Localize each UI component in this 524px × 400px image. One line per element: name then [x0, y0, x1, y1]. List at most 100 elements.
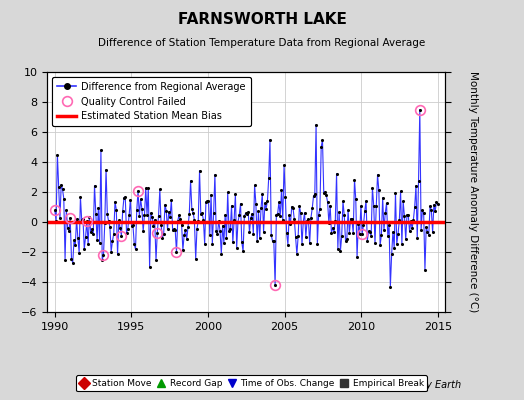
Point	[367, 233, 375, 239]
Point	[433, 201, 442, 207]
Point	[81, 234, 90, 240]
Point	[173, 218, 182, 224]
Point	[280, 162, 288, 168]
Point	[125, 212, 133, 218]
Legend: Station Move, Record Gap, Time of Obs. Change, Empirical Break: Station Move, Record Gap, Time of Obs. C…	[76, 375, 427, 392]
Point	[235, 212, 244, 219]
Point	[362, 198, 370, 204]
Point	[421, 267, 429, 273]
Point	[140, 212, 149, 218]
Point	[268, 238, 277, 244]
Point	[205, 232, 214, 238]
Point	[422, 224, 430, 230]
Point	[300, 210, 309, 216]
Point	[271, 282, 279, 288]
Point	[210, 210, 218, 216]
Point	[416, 106, 424, 113]
Point	[322, 192, 331, 198]
Point	[311, 191, 319, 197]
Point	[420, 210, 428, 216]
Point	[138, 206, 146, 212]
Point	[208, 240, 216, 247]
Point	[234, 219, 242, 225]
Point	[108, 238, 117, 244]
Point	[374, 171, 382, 178]
Point	[386, 284, 395, 290]
Point	[101, 220, 109, 226]
Point	[126, 196, 135, 203]
Point	[366, 229, 374, 235]
Point	[163, 226, 172, 232]
Point	[233, 244, 241, 251]
Point	[290, 216, 299, 222]
Point	[152, 257, 160, 264]
Point	[344, 207, 352, 214]
Point	[67, 255, 75, 262]
Point	[398, 240, 406, 247]
Point	[337, 233, 346, 239]
Point	[194, 218, 202, 224]
Point	[406, 228, 414, 235]
Point	[412, 182, 420, 189]
Point	[195, 167, 204, 174]
Point	[270, 238, 278, 244]
Point	[112, 206, 121, 213]
Point	[414, 178, 423, 184]
Point	[213, 231, 222, 237]
Point	[341, 238, 350, 244]
Point	[339, 198, 347, 205]
Point	[395, 217, 403, 224]
Point	[111, 198, 119, 205]
Point	[88, 225, 96, 232]
Point	[245, 229, 254, 236]
Point	[317, 144, 325, 150]
Point	[181, 227, 190, 233]
Point	[346, 215, 355, 222]
Point	[286, 221, 294, 227]
Point	[262, 205, 270, 212]
Point	[252, 200, 260, 207]
Point	[187, 178, 195, 184]
Point	[239, 248, 247, 255]
Point	[335, 209, 343, 215]
Point	[86, 229, 95, 235]
Point	[323, 199, 332, 205]
Point	[135, 213, 144, 219]
Point	[399, 198, 407, 205]
Point	[199, 216, 208, 223]
Point	[132, 246, 140, 252]
Point	[314, 212, 323, 218]
Point	[389, 229, 397, 236]
Point	[303, 217, 311, 224]
Point	[129, 222, 137, 228]
Point	[326, 202, 334, 209]
Point	[250, 182, 259, 188]
Point	[331, 218, 340, 224]
Point	[361, 208, 369, 214]
Point	[204, 197, 213, 204]
Point	[61, 256, 69, 263]
Point	[178, 222, 186, 228]
Point	[249, 230, 257, 237]
Point	[247, 215, 255, 221]
Point	[63, 224, 72, 231]
Point	[289, 205, 297, 211]
Point	[340, 212, 348, 218]
Point	[403, 212, 411, 218]
Point	[325, 220, 333, 226]
Point	[376, 242, 384, 248]
Text: FARNSWORTH LAKE: FARNSWORTH LAKE	[178, 12, 346, 27]
Point	[202, 199, 210, 205]
Point	[57, 181, 66, 188]
Point	[93, 237, 101, 244]
Point	[79, 216, 87, 222]
Point	[320, 190, 328, 196]
Point	[392, 241, 401, 247]
Point	[243, 211, 251, 217]
Point	[244, 209, 253, 215]
Point	[282, 230, 291, 236]
Point	[318, 136, 326, 143]
Point	[53, 151, 62, 158]
Point	[136, 196, 145, 202]
Point	[153, 230, 161, 236]
